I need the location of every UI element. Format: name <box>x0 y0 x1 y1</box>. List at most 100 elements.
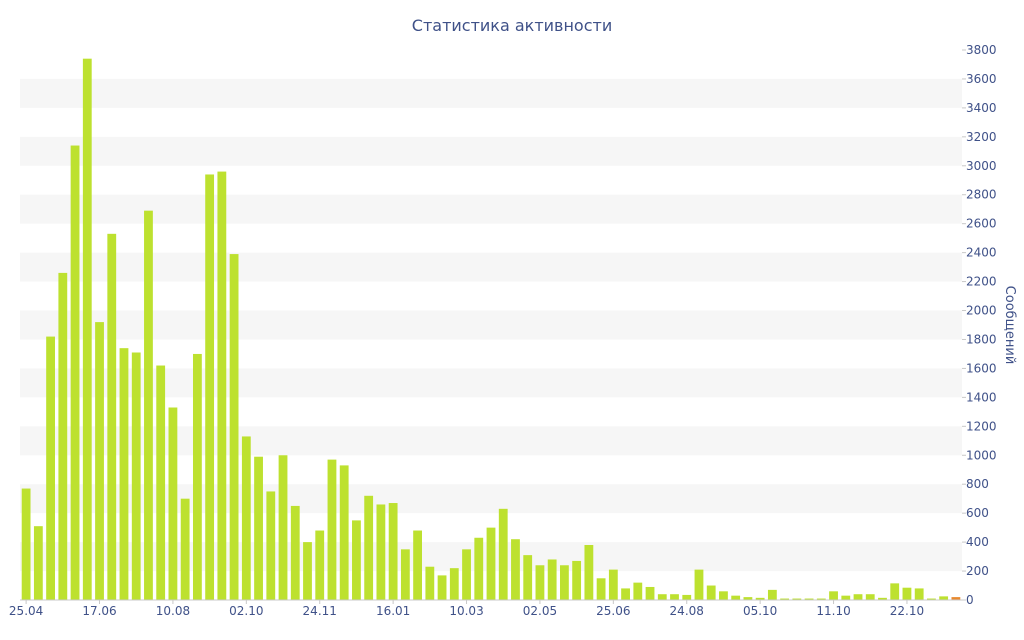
bar-4 <box>70 145 80 600</box>
bar-76 <box>951 597 961 600</box>
background-bands <box>20 78 962 572</box>
bar-62 <box>780 598 790 600</box>
bar-0 <box>21 488 31 600</box>
y-tick-label: 3400 <box>966 101 997 115</box>
bar-50 <box>633 582 643 600</box>
bar-40 <box>511 539 520 600</box>
y-axis-ticks: 0 200 400 600 800 1000 1200 1400 1600 1800 2000 220… <box>962 43 997 607</box>
bar-15 <box>205 174 215 600</box>
y-tick-label: 3800 <box>966 43 997 57</box>
bar-47 <box>596 578 606 600</box>
bar-38 <box>486 527 496 600</box>
bar-70 <box>878 597 887 600</box>
bar-22 <box>290 505 300 600</box>
x-tick-label: 10.03 <box>449 604 483 618</box>
bar-37 <box>474 537 484 600</box>
y-tick-label: 3000 <box>966 159 997 173</box>
bar-58 <box>731 595 741 600</box>
y-tick-label: 200 <box>966 564 989 578</box>
grid-band <box>20 368 962 398</box>
y-tick-label: 400 <box>966 535 989 549</box>
y-tick-label: 1400 <box>966 390 997 404</box>
bar-7 <box>107 233 117 600</box>
bar-25 <box>327 459 337 600</box>
y-tick-label: 3200 <box>966 130 997 144</box>
x-tick-label: 17.06 <box>82 604 116 618</box>
bar-18 <box>241 436 251 600</box>
y-tick-label: 2800 <box>966 188 997 202</box>
bar-71 <box>890 583 900 600</box>
x-tick-label: 02.05 <box>523 604 557 618</box>
bar-2 <box>46 336 55 600</box>
x-tick-label: 24.08 <box>670 604 704 618</box>
y-tick-label: 2000 <box>966 304 997 318</box>
bar-63 <box>792 598 802 600</box>
bar-29 <box>376 504 386 600</box>
y-tick-label: 800 <box>966 477 989 491</box>
bar-35 <box>449 568 459 600</box>
bar-11 <box>156 365 166 600</box>
x-tick-label: 25.04 <box>9 604 43 618</box>
bar-66 <box>829 591 838 600</box>
x-tick-label: 22.10 <box>890 604 924 618</box>
bar-56 <box>706 585 716 600</box>
bar-28 <box>364 495 374 600</box>
bar-33 <box>425 566 435 600</box>
y-tick-label: 1800 <box>966 332 997 346</box>
y-tick-label: 3600 <box>966 72 997 86</box>
bar-9 <box>131 352 141 600</box>
bar-73 <box>914 588 924 600</box>
bar-31 <box>400 549 410 600</box>
bars-group <box>21 58 961 601</box>
bar-57 <box>719 591 728 600</box>
y-tick-label: 600 <box>966 506 989 520</box>
bar-14 <box>192 353 202 600</box>
bar-64 <box>804 598 814 600</box>
grid-band <box>20 194 962 224</box>
bar-6 <box>95 322 104 600</box>
bar-55 <box>694 569 704 600</box>
grid-band <box>20 310 962 340</box>
x-tick-label: 02.10 <box>229 604 263 618</box>
y-tick-label: 1200 <box>966 419 997 433</box>
bar-52 <box>657 594 667 600</box>
x-tick-label: 05.10 <box>743 604 777 618</box>
bar-10 <box>144 210 153 600</box>
bar-60 <box>755 597 765 600</box>
bar-65 <box>816 598 826 600</box>
bar-19 <box>254 456 263 600</box>
grid-band <box>20 78 962 108</box>
bar-13 <box>180 498 190 600</box>
bar-34 <box>437 575 447 600</box>
bar-26 <box>339 465 349 600</box>
x-tick-label: 10.08 <box>156 604 190 618</box>
y-axis-label: Сообщений <box>1002 286 1017 365</box>
y-tick-label: 2200 <box>966 275 997 289</box>
bar-59 <box>743 597 753 600</box>
bar-67 <box>841 595 851 600</box>
bar-42 <box>535 565 545 600</box>
bar-44 <box>560 565 569 600</box>
bar-17 <box>229 254 239 600</box>
y-tick-label: 2600 <box>966 217 997 231</box>
bar-75 <box>939 596 949 600</box>
bar-5 <box>82 58 92 601</box>
bar-39 <box>498 508 508 600</box>
bar-20 <box>266 491 276 600</box>
y-tick-label: 1000 <box>966 448 997 462</box>
x-axis-ticks: 25.04 17.06 10.08 02.10 24.11 16.01 10.03 02.05… <box>9 600 924 618</box>
bar-12 <box>168 407 178 600</box>
bar-43 <box>547 559 557 600</box>
x-tick-label: 16.01 <box>376 604 410 618</box>
bar-36 <box>462 549 471 600</box>
bar-51 <box>645 586 655 600</box>
chart-title: Статистика активности <box>412 16 612 35</box>
bar-24 <box>315 530 325 600</box>
bar-32 <box>413 530 422 600</box>
grid-band <box>20 136 962 166</box>
bar-54 <box>682 594 692 600</box>
bar-49 <box>621 588 630 600</box>
y-tick-label: 1600 <box>966 361 997 375</box>
bar-45 <box>572 560 582 600</box>
